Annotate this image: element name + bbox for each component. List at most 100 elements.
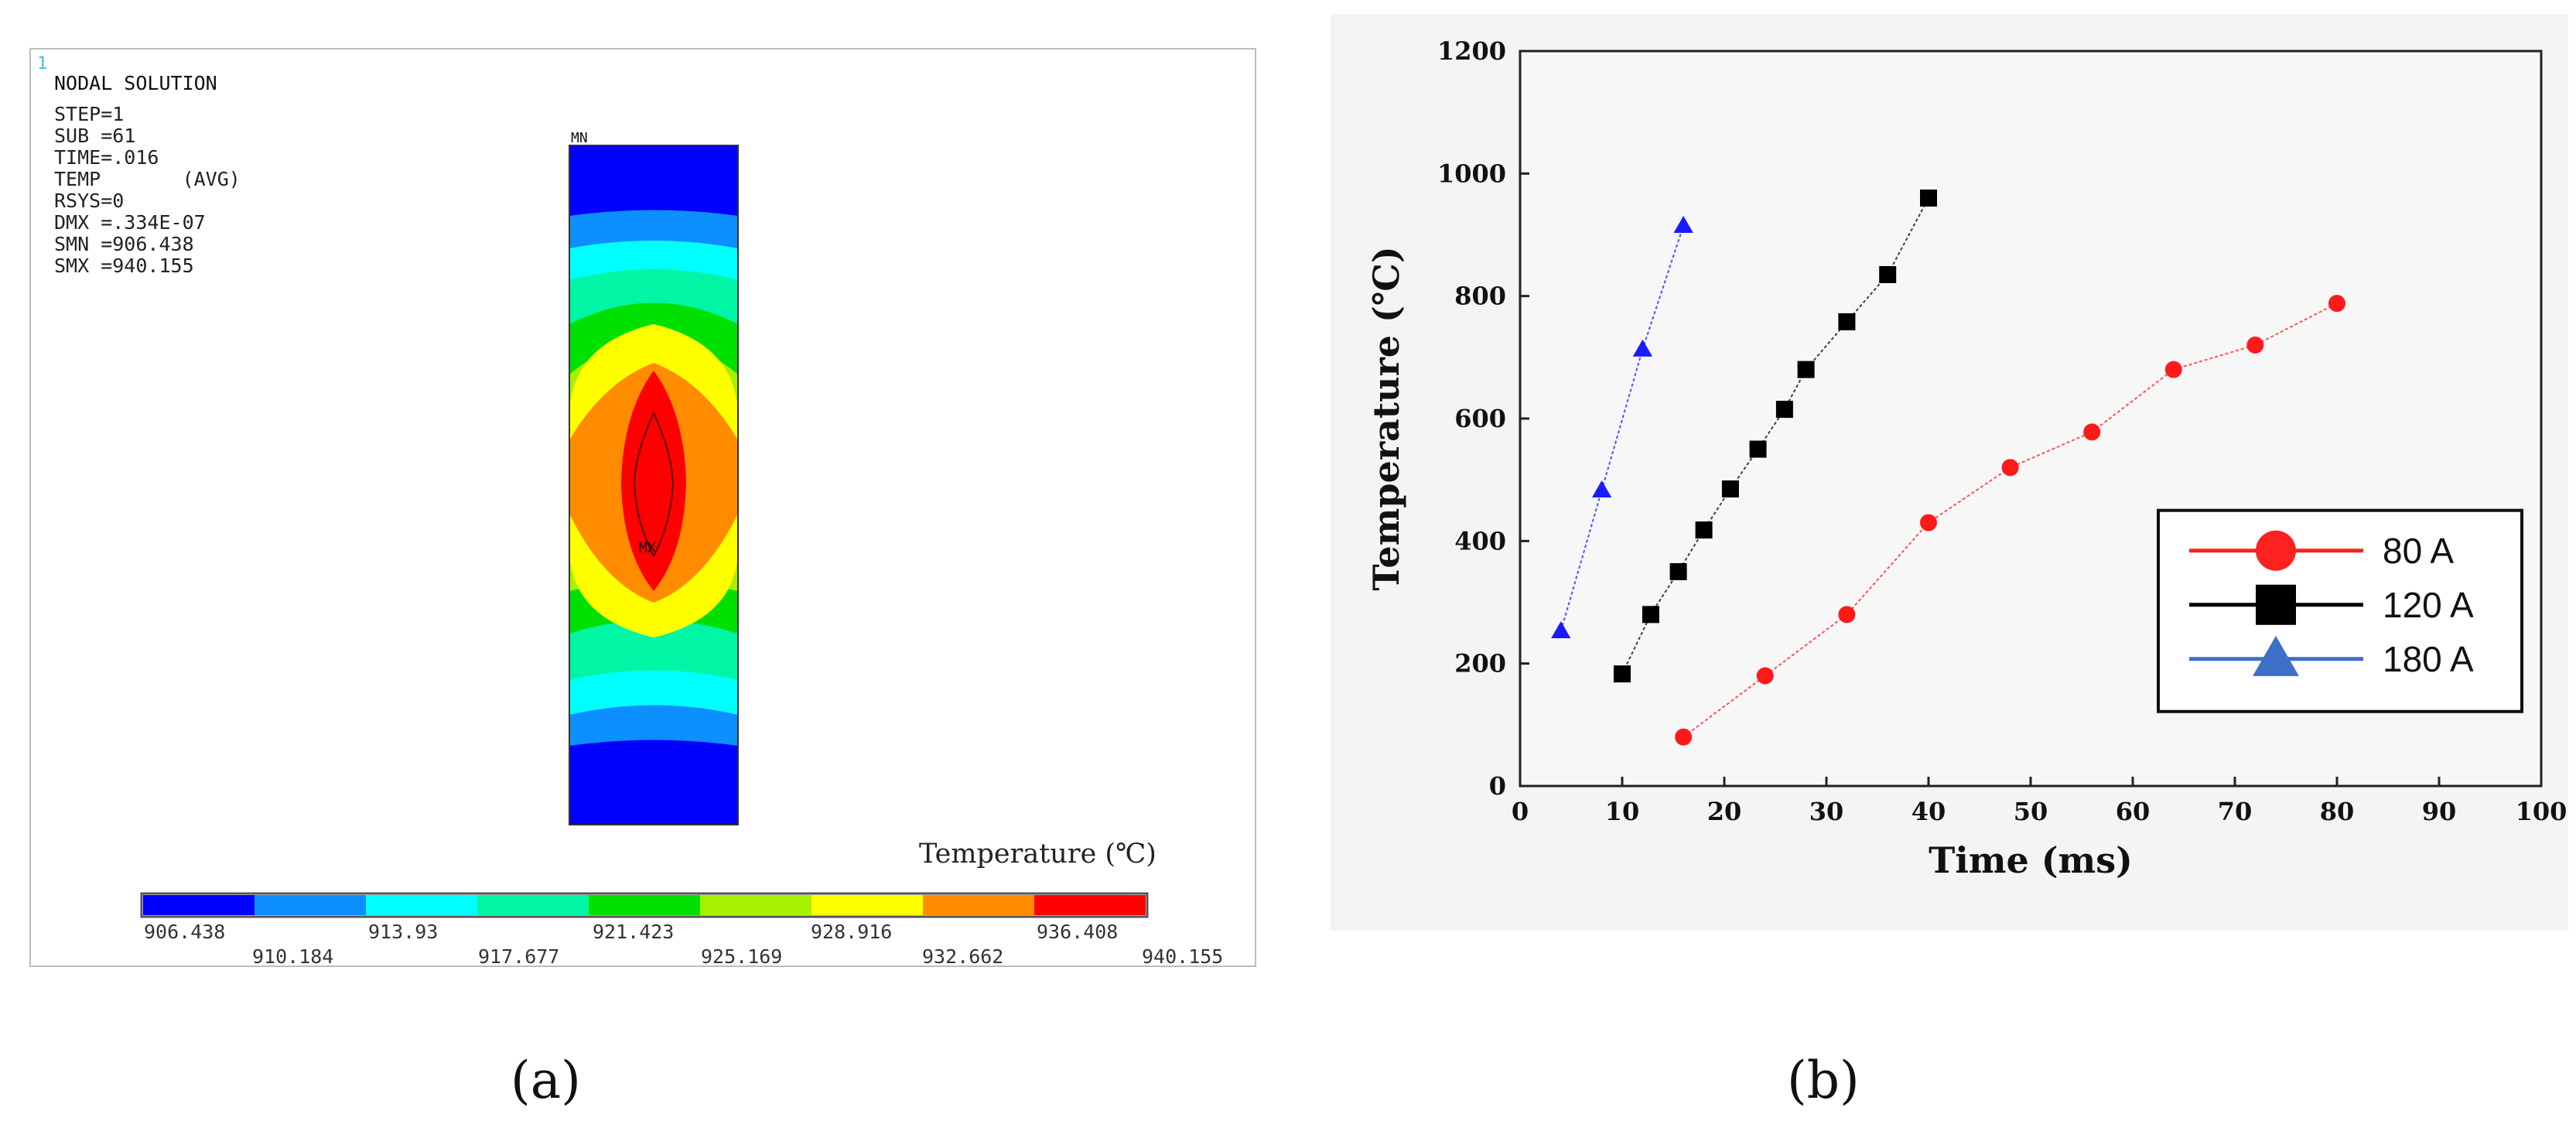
x-tick-label: 20 — [1707, 797, 1742, 826]
contour-bands — [569, 145, 738, 825]
data-point-120a — [1775, 401, 1793, 419]
info-line: RSYS=0 — [54, 190, 125, 212]
colorbar-tick: 928.916 — [811, 921, 893, 943]
data-point-120a — [1749, 440, 1767, 458]
colorbar-cell — [477, 895, 589, 915]
legend-box — [2157, 508, 2523, 713]
x-tick-label: 80 — [2320, 797, 2355, 826]
legend-label: 80 A — [2383, 531, 2454, 571]
data-point-80a — [2083, 423, 2101, 441]
info-line: TEMP (AVG) — [54, 168, 241, 190]
y-tick-label: 400 — [1454, 526, 1506, 555]
axis-ticks — [1519, 50, 2543, 788]
colorbar-cell — [366, 895, 477, 915]
data-point-120a — [1614, 665, 1631, 683]
temperature-contour: MN MX — [140, 130, 1149, 918]
colorbar-tick: 921.423 — [593, 921, 675, 943]
data-point-80a — [1756, 667, 1774, 685]
data-point-120a — [1695, 521, 1713, 539]
colorbar-cell — [255, 895, 366, 915]
data-point-80a — [2246, 337, 2264, 354]
colorbar-tick: 913.93 — [368, 921, 439, 943]
info-line: TIME=.016 — [54, 146, 159, 169]
data-point-120a — [1721, 480, 1739, 498]
specimen-outline — [569, 145, 739, 825]
colorbar-tick: 906.438 — [144, 921, 226, 943]
data-point-180a — [1551, 621, 1571, 639]
solution-title: NODAL SOLUTION — [54, 72, 217, 94]
solution-info-block: NODAL SOLUTION STEP=1 SUB =61 TIME=.016 … — [54, 73, 241, 277]
series-layer — [1551, 190, 2345, 746]
colorbar-border — [140, 892, 1149, 918]
legend-marker — [2256, 530, 2296, 571]
info-line: SUB =61 — [54, 125, 136, 147]
colorbar-tick: 910.184 — [252, 945, 334, 968]
data-point-120a — [1879, 265, 1897, 283]
colorbar-tick: 917.677 — [478, 945, 560, 968]
colorbar-cell — [811, 895, 923, 915]
y-tick-label: 1000 — [1437, 159, 1506, 188]
data-point-180a — [1591, 480, 1612, 497]
data-point-180a — [1632, 339, 1653, 357]
tick-labels: 0 10 20 30 40 50 60 70 80 90 100020040060080010001… — [1437, 36, 2567, 826]
line-chart-panel: 0 10 20 30 40 50 60 70 80 90 100 0 200 400 600 800 1000 1… — [1331, 14, 2568, 931]
min-marker-label: MN — [571, 130, 588, 146]
data-point-80a — [1920, 514, 1937, 531]
colorbar-cell — [143, 895, 255, 915]
colorbar-tick: 925.169 — [701, 945, 783, 968]
x-tick-label: 50 — [2014, 797, 2048, 826]
colorbar-tick: 932.662 — [922, 945, 1004, 968]
x-tick-label: 30 — [1809, 797, 1844, 826]
colorbar-cell — [923, 895, 1034, 915]
legend-label: 180 A — [2383, 639, 2474, 679]
data-point-80a — [2328, 295, 2345, 313]
legend-marker — [2256, 584, 2296, 625]
series-line-80a — [1683, 302, 2338, 738]
x-tick-label: 100 — [2516, 797, 2567, 826]
temperature-time-chart: 0 10 20 30 40 50 60 70 80 90 100020040060080010001… — [1365, 36, 2567, 881]
colorbar-cell — [700, 895, 811, 915]
y-tick-label: 600 — [1454, 404, 1506, 433]
colorbar-tick: 940.155 — [1142, 945, 1224, 968]
colorbar-cell — [589, 895, 700, 915]
x-axis-label: Time (ms) — [1929, 839, 2133, 881]
data-point-120a — [1669, 562, 1687, 580]
window-number: 1 — [37, 54, 48, 73]
data-point-120a — [1838, 313, 1856, 330]
caption-a: (a) — [511, 1051, 581, 1110]
colorbar-label: Temperature (℃) — [919, 839, 1156, 870]
y-tick-label: 0 — [1489, 771, 1506, 801]
x-tick-label: 40 — [1912, 797, 1946, 826]
data-point-120a — [1797, 361, 1815, 378]
data-point-120a — [1642, 606, 1659, 624]
series-line-180a — [1560, 225, 1685, 631]
x-tick-label: 60 — [2116, 797, 2151, 826]
y-tick-label: 1200 — [1437, 36, 1506, 66]
data-point-180a — [1673, 215, 1693, 233]
data-point-80a — [2001, 459, 2019, 477]
y-axis-label: Temperature (℃) — [1365, 246, 1407, 590]
y-tick-label: 200 — [1454, 649, 1506, 678]
legend-marker — [2253, 635, 2299, 676]
data-point-120a — [1920, 190, 1937, 207]
caption-b: (b) — [1787, 1051, 1860, 1110]
info-line: STEP=1 — [54, 103, 125, 125]
x-tick-label: 10 — [1605, 797, 1640, 826]
y-tick-label: 800 — [1454, 282, 1506, 311]
data-point-80a — [1675, 728, 1693, 746]
data-point-80a — [2164, 361, 2182, 378]
info-line: SMN =906.438 — [54, 233, 194, 255]
max-marker-label: MX — [639, 540, 656, 556]
x-tick-label: 0 — [1512, 797, 1529, 826]
x-tick-label: 70 — [2218, 797, 2253, 826]
colorbar-cell — [1034, 895, 1146, 915]
info-line: SMX =940.155 — [54, 255, 194, 277]
series-line-120a — [1621, 197, 1929, 675]
colorbar — [140, 892, 1149, 918]
info-line: DMX =.334E-07 — [54, 211, 206, 234]
x-tick-label: 90 — [2422, 797, 2457, 826]
contour-band — [633, 411, 675, 559]
colorbar-tick: 936.408 — [1037, 921, 1119, 943]
data-point-80a — [1838, 606, 1856, 624]
legend: 80 A 120 A 180 A — [2157, 508, 2523, 713]
